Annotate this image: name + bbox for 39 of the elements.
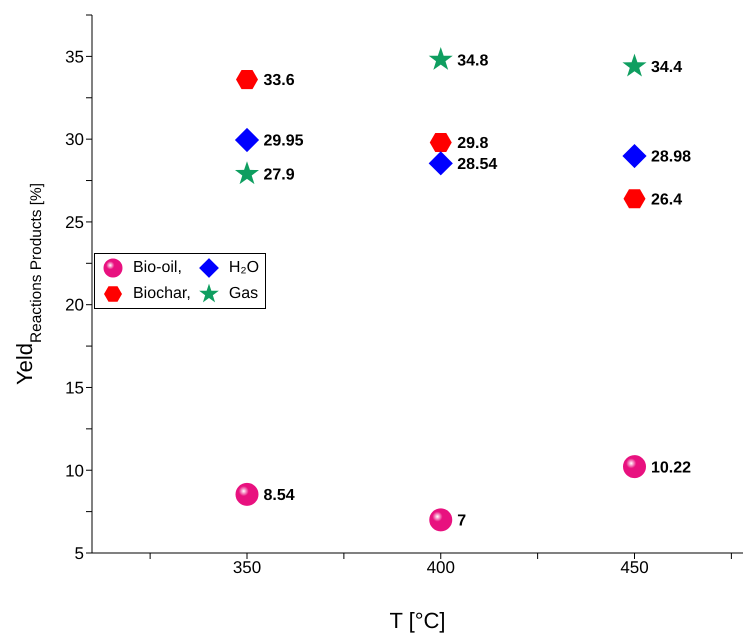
y-tick-label: 5 <box>74 544 84 564</box>
data-label: 34.8 <box>457 52 489 70</box>
x-axis-title: T [°C] <box>389 608 446 633</box>
y-tick-label: 30 <box>65 130 84 150</box>
data-label: 28.54 <box>457 156 498 173</box>
data-label: 28.98 <box>651 148 692 166</box>
legend-label: Bio-oil, <box>133 259 182 277</box>
point <box>236 482 258 506</box>
point <box>430 132 452 152</box>
point <box>428 47 453 70</box>
x-tick-label: 350 <box>232 558 262 578</box>
data-label: 8.54 <box>264 487 295 504</box>
y-tick-label: 35 <box>65 47 84 66</box>
point <box>236 70 258 90</box>
data-label: 26.4 <box>651 191 682 208</box>
point <box>429 508 452 532</box>
data-label: 33.6 <box>264 72 295 90</box>
data-label: 10.22 <box>651 459 692 476</box>
data-label: 7 <box>457 512 466 530</box>
legend-label: Biochar, <box>133 285 191 303</box>
point <box>234 161 260 184</box>
y-tick-label: 15 <box>65 378 84 398</box>
x-tick-label: 400 <box>426 558 455 578</box>
y-tick-label: 10 <box>65 461 84 480</box>
data-label: 29.8 <box>457 135 489 152</box>
point <box>234 128 260 152</box>
point <box>622 54 647 77</box>
data-label: 27.9 <box>264 166 295 184</box>
point <box>623 455 646 478</box>
point <box>624 189 646 208</box>
legend-label: H₂O <box>228 259 260 277</box>
point <box>428 151 453 176</box>
legend-label: Gas <box>228 285 258 303</box>
y-tick-label: 20 <box>65 296 84 315</box>
data-label: 34.4 <box>651 58 682 76</box>
data-label: 29.95 <box>264 132 304 150</box>
y-tick-label: 25 <box>65 212 84 232</box>
point <box>622 144 647 168</box>
x-tick-label: 450 <box>620 558 649 578</box>
